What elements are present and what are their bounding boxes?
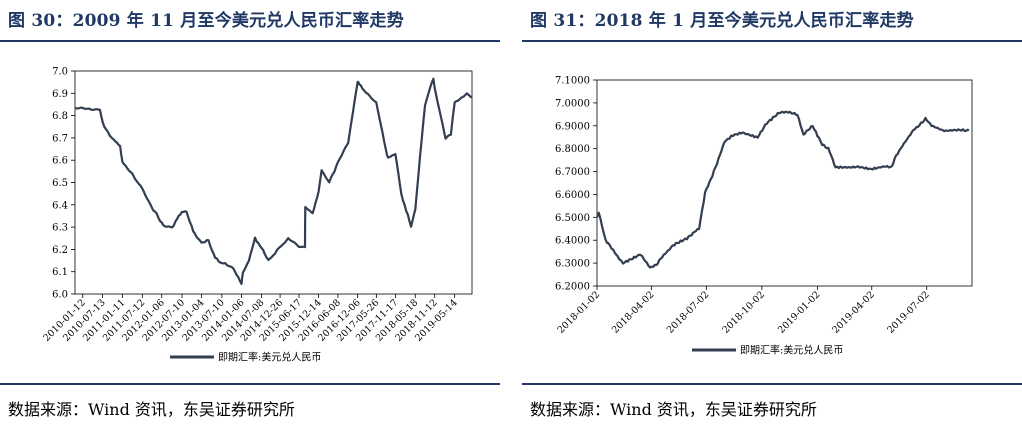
x-tick-label: 2018-07-02 bbox=[665, 289, 712, 336]
source-rule bbox=[0, 383, 500, 385]
y-tick-label: 6.4000 bbox=[555, 236, 590, 247]
x-tick-label: 2018-01-02 bbox=[556, 289, 603, 336]
x-tick-label: 2019-04-02 bbox=[830, 289, 877, 336]
y-tick-label: 6.7 bbox=[52, 133, 68, 144]
y-tick-label: 7.1000 bbox=[555, 76, 590, 87]
chart-panel-right: 图 31：2018 年 1 月至今美元兑人民币汇率走势 7.1000 7.0000… bbox=[522, 0, 1022, 432]
y-tick-label: 6.8 bbox=[52, 111, 68, 122]
x-tick-label: 2019-01-02 bbox=[776, 289, 823, 336]
y-tick-label: 6.6000 bbox=[555, 190, 590, 201]
y-tick-label: 6.3000 bbox=[555, 259, 590, 270]
legend-label: 即期汇率:美元兑人民币 bbox=[218, 351, 321, 364]
x-tick-label: 2018-10-02 bbox=[720, 289, 767, 336]
y-tick-label: 6.1 bbox=[52, 267, 68, 278]
source-rule bbox=[522, 383, 1022, 385]
figure-title: 图 31：2018 年 1 月至今美元兑人民币汇率走势 bbox=[530, 11, 914, 31]
y-tick-label: 6.8000 bbox=[555, 144, 590, 155]
y-tick-label: 6.4 bbox=[52, 200, 68, 211]
chart-svg-right: 7.1000 7.0000 6.9000 6.8000 6.7000 6.6000 6.50… bbox=[555, 76, 973, 357]
y-tick-label: 7.0000 bbox=[555, 98, 590, 109]
y-tick-label: 6.7000 bbox=[555, 167, 590, 178]
x-tick-label: 2018-04-02 bbox=[610, 289, 657, 336]
y-tick-label: 6.3 bbox=[52, 223, 68, 234]
y-tick-label: 7.0 bbox=[52, 67, 68, 78]
series-line bbox=[596, 110, 970, 269]
title-rule bbox=[0, 40, 500, 42]
figure-title: 图 30：2009 年 11 月至今美元兑人民币汇率走势 bbox=[8, 11, 404, 31]
plot-frame bbox=[596, 79, 973, 287]
y-tick-label: 6.6 bbox=[52, 156, 68, 167]
source-note: 数据来源：Wind 资讯，东吴证券研究所 bbox=[8, 400, 295, 419]
y-tick-label: 6.5000 bbox=[555, 213, 590, 224]
y-tick-label: 6.2000 bbox=[555, 282, 590, 293]
legend-label: 即期汇率:美元兑人民币 bbox=[740, 344, 843, 357]
y-tick-label: 6.5 bbox=[52, 178, 68, 189]
series-line bbox=[74, 77, 473, 285]
y-tick-label: 6.2 bbox=[52, 245, 68, 256]
chart-svg-left: 7.06.96.86.76.66.56.46.36.26.16.02010-01… bbox=[41, 67, 473, 364]
y-tick-label: 6.9 bbox=[52, 89, 68, 100]
title-rule bbox=[522, 40, 1022, 42]
x-tick-label: 2019-07-02 bbox=[885, 289, 932, 336]
y-tick-label: 6.9000 bbox=[555, 121, 590, 132]
source-note: 数据来源：Wind 资讯，东吴证券研究所 bbox=[530, 400, 817, 419]
plot-frame bbox=[74, 70, 473, 295]
y-tick-label: 6.0 bbox=[52, 290, 68, 301]
chart-panel-left: 图 30：2009 年 11 月至今美元兑人民币汇率走势 7.0 6.9 6.8 6.… bbox=[0, 0, 500, 432]
